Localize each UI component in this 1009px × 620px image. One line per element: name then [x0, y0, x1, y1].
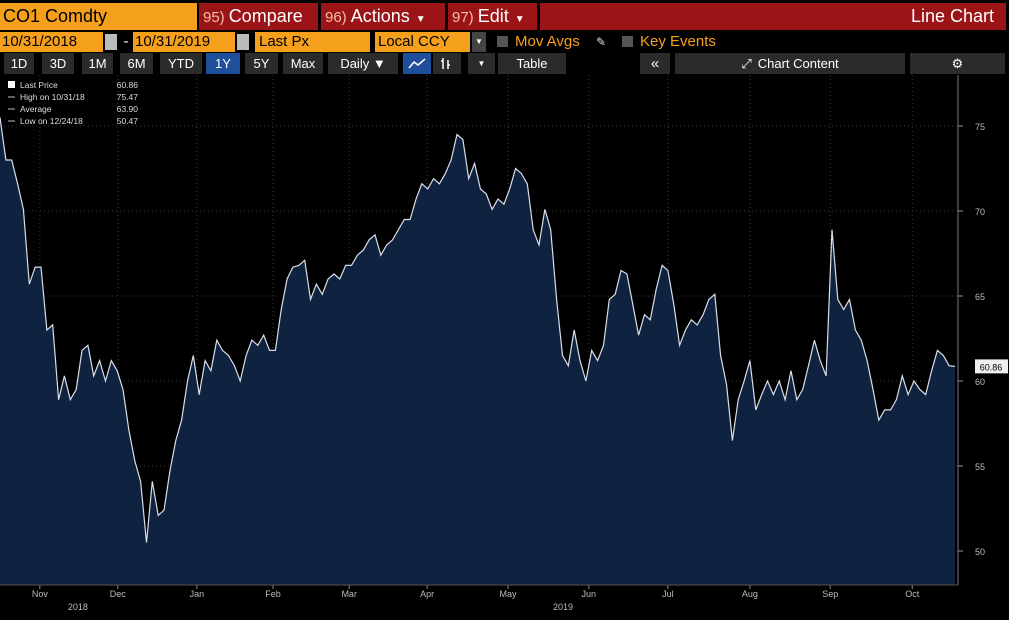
label: Edit: [477, 6, 509, 26]
legend-value: 50.47: [117, 116, 139, 126]
field[interactable]: Last Px: [255, 32, 370, 52]
label: Actions: [350, 6, 410, 26]
legend-value: 63.90: [117, 104, 139, 114]
y-tick-label: 65: [975, 292, 985, 302]
x-tick-label: Feb: [265, 589, 281, 599]
x-tick-label: Mar: [341, 589, 357, 599]
y-tick-label: 50: [975, 547, 985, 557]
last-price-box: [975, 359, 1008, 374]
y-tick-label: 70: [975, 207, 985, 217]
period-button[interactable]: Max: [283, 53, 323, 74]
line: [0, 117, 956, 543]
currency[interactable]: Local CCY: [375, 32, 470, 52]
compare-button[interactable]: 95) Compare: [199, 3, 318, 30]
label: Compare: [228, 6, 303, 26]
x-tick-label: Oct: [905, 589, 920, 599]
security[interactable]: CO1 Comdty: [0, 3, 197, 30]
calendar-icon[interactable]: [237, 34, 249, 50]
legend: Last Price 60.86 High on 10/31/18 75.47 Aver…: [8, 80, 138, 126]
legend-name: Low on 12/24/18: [20, 116, 83, 126]
year-label: 2018: [68, 602, 88, 612]
dropdown[interactable]: ▼: [468, 53, 495, 74]
period-button[interactable]: 3D: [42, 53, 74, 74]
icon: ⤢: [741, 56, 752, 71]
period-button[interactable]: 1D: [4, 53, 34, 74]
table-button[interactable]: Table: [498, 53, 566, 74]
year-label: 2019: [553, 602, 573, 612]
x-tick-label: Aug: [742, 589, 758, 599]
end-date[interactable]: 10/31/2019: [133, 32, 235, 52]
key-events[interactable]: Key Events: [640, 33, 716, 50]
period-button[interactable]: 1M: [82, 53, 113, 74]
y-tick-label: 55: [975, 462, 985, 472]
checkbox[interactable]: [497, 36, 508, 47]
x-tick-label: Jan: [190, 589, 205, 599]
period-button[interactable]: YTD: [160, 53, 202, 74]
legend-value: 60.86: [117, 80, 139, 90]
legend-name: Last Price: [20, 80, 58, 90]
dropdown[interactable]: ▼: [472, 32, 486, 52]
checkbox[interactable]: [622, 36, 633, 47]
bar-icon[interactable]: [433, 53, 461, 74]
actions-button[interactable]: 96) Actions ▼: [321, 3, 445, 30]
legend-value: 75.47: [117, 92, 139, 102]
start-date[interactable]: 10/31/2018: [0, 32, 103, 52]
y-tick-label: 60: [975, 377, 985, 387]
period-button[interactable]: 5Y: [245, 53, 278, 74]
area: [0, 117, 955, 585]
edit-button[interactable]: 97) Edit ▼: [448, 3, 537, 30]
x-tick-label: Apr: [420, 589, 434, 599]
caret: ▼: [514, 14, 525, 25]
legend-swatch: [8, 81, 15, 88]
key: 96): [325, 9, 347, 26]
separator: -: [123, 33, 129, 50]
pencil-icon[interactable]: ✎: [596, 35, 607, 49]
mov-avgs[interactable]: Mov Avgs: [515, 33, 580, 50]
settings[interactable]: ⚙: [910, 53, 1005, 74]
chart-content[interactable]: ⤢ Chart Content: [675, 53, 905, 74]
legend-name: High on 10/31/18: [20, 92, 85, 102]
x-tick-label: Jun: [582, 589, 597, 599]
icon: [408, 58, 426, 69]
frequency[interactable]: Daily ▼: [328, 53, 398, 74]
period-button[interactable]: 6M: [120, 53, 153, 74]
caret: ▼: [415, 14, 426, 25]
calendar-icon[interactable]: [105, 34, 117, 50]
chart: 50 55 60 65 70 75 Nov Dec Jan Feb Mar Apr May Jun Jul A…: [0, 75, 1008, 612]
icon: [441, 58, 450, 69]
label: Chart Content: [757, 56, 839, 71]
x-tick-label: Dec: [110, 589, 127, 599]
x-tick-label: Jul: [662, 589, 674, 599]
view-title: Line Chart: [540, 3, 1006, 30]
key: 95): [203, 9, 225, 26]
x-tick-label: Nov: [32, 589, 49, 599]
collapse[interactable]: «: [640, 53, 670, 74]
line-icon[interactable]: [403, 53, 431, 74]
period-button[interactable]: 1Y: [206, 53, 240, 74]
y-tick-label: 75: [975, 122, 985, 132]
x-tick-label: May: [499, 589, 517, 599]
last-price-label: 60.86: [980, 362, 1003, 372]
key: 97): [452, 9, 474, 26]
x-tick-label: Sep: [822, 589, 838, 599]
legend-name: Average: [20, 104, 52, 114]
